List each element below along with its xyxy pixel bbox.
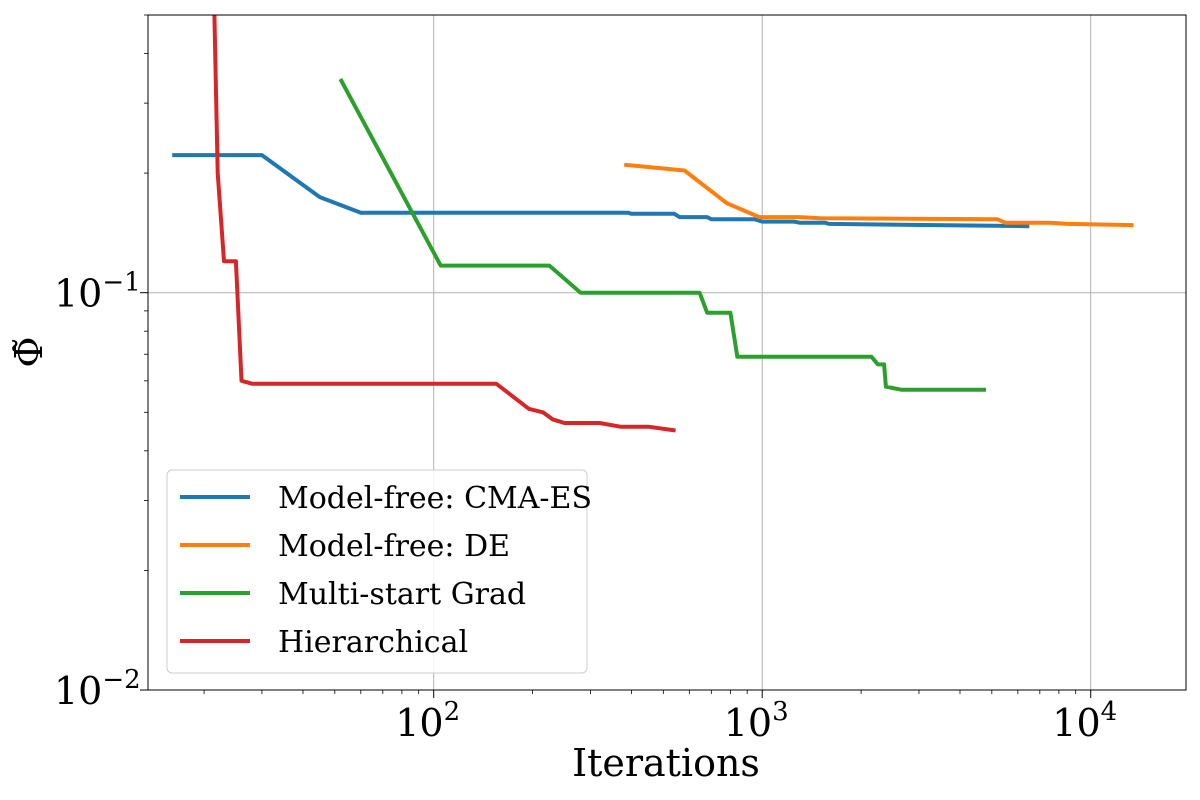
- legend-label: Model-free: CMA-ES: [278, 481, 592, 516]
- series-line-2: [338, 78, 986, 392]
- legend-label: Multi-start Grad: [278, 577, 526, 612]
- ticks: 102 103 104 10−2 10−1: [54, 14, 1117, 745]
- x-axis-label: Iterations: [572, 741, 760, 785]
- x-tick-label: 102: [395, 697, 460, 745]
- y-tick-label: 10−2: [54, 665, 141, 713]
- series-line-1: [624, 162, 1134, 228]
- plot-frame: [147, 14, 1187, 691]
- legend-label: Model-free: DE: [278, 529, 510, 564]
- legend: Model-free: CMA-ES Model-free: DE Multi-st…: [166, 469, 592, 674]
- x-tick-label: 104: [1052, 697, 1117, 745]
- series-line-3: [212, 14, 676, 433]
- legend-label: Hierarchical: [278, 625, 468, 660]
- series-line-0: [172, 153, 1030, 229]
- y-axis-label: Φ̃: [7, 336, 51, 367]
- series-lines: [172, 14, 1134, 433]
- x-tick-label: 103: [724, 697, 789, 745]
- legend-box: [166, 469, 588, 674]
- y-tick-label: 10−1: [54, 268, 141, 316]
